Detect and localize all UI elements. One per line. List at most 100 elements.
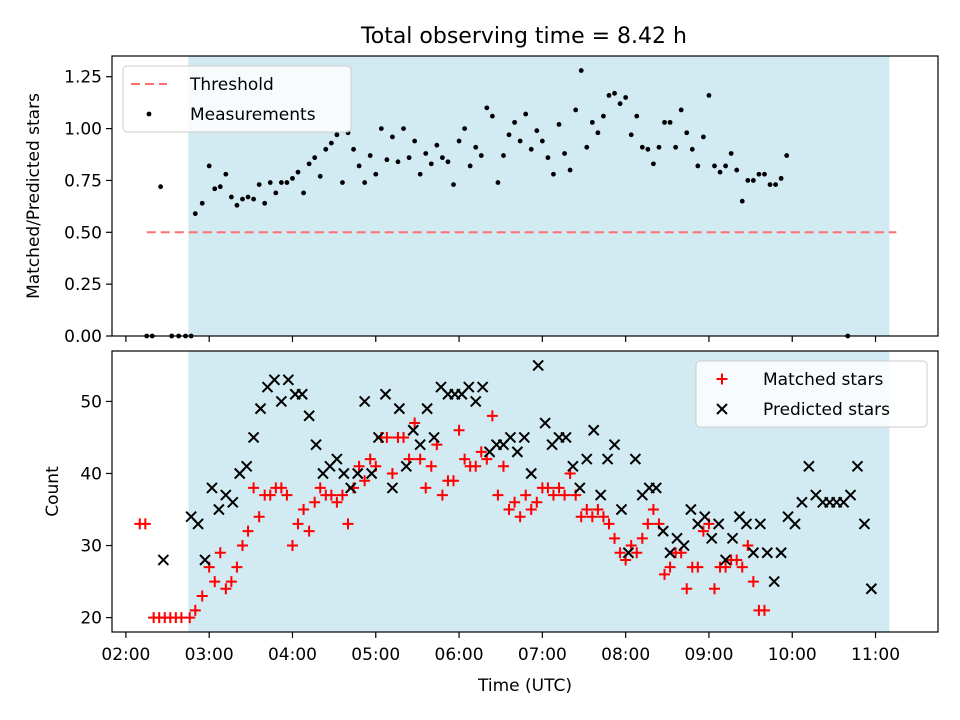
matched-star-point: [586, 511, 598, 523]
matched-star-point: [609, 532, 621, 544]
measurement-point: [667, 119, 673, 125]
figure-title: Total observing time = 8.42 h: [360, 24, 687, 49]
matched-star-point: [314, 482, 326, 494]
measurement-point: [199, 200, 205, 206]
matched-star-point: [414, 453, 426, 465]
measurement-point: [378, 126, 384, 131]
y-axis-label: Matched/Predicted stars: [24, 93, 44, 299]
measurement-point: [534, 128, 540, 134]
predicted-star-point: [789, 518, 801, 530]
y-tick-label: 40: [80, 464, 102, 484]
y-tick-label: 0.00: [64, 327, 102, 347]
measurement-point: [750, 178, 756, 183]
legend-label: Matched stars: [763, 370, 883, 390]
matched-star-point: [359, 475, 371, 487]
measurement-point: [578, 68, 584, 73]
measurement-point: [778, 175, 784, 181]
measurement-point: [158, 184, 163, 190]
measurement-point: [306, 161, 312, 167]
matched-star-point: [531, 496, 543, 508]
x-tick-label: 02:00: [101, 645, 150, 665]
measurement-point: [267, 180, 273, 185]
measurement-point: [584, 144, 590, 150]
matched-star-point: [525, 504, 537, 516]
predicted-star-point: [747, 547, 760, 559]
measurement-point: [434, 142, 440, 148]
predicted-star-point: [303, 410, 315, 422]
measurement-point: [551, 171, 556, 177]
measurement-point: [362, 180, 368, 185]
predicted-star-point: [199, 554, 211, 566]
y-tick-label: 30: [80, 537, 102, 557]
measurement-point: [451, 182, 456, 187]
measurement-point: [562, 151, 567, 156]
legend-matched-icon: [716, 373, 728, 385]
matched-star-point: [559, 489, 571, 501]
matched-star-point: [603, 518, 615, 530]
predicted-star-point: [338, 467, 350, 480]
matched-star-point: [220, 583, 232, 595]
measurement-point: [700, 134, 706, 140]
measurement-point: [489, 113, 495, 119]
predicted-star-point: [844, 489, 857, 501]
measurement-point: [573, 107, 579, 113]
matched-star-point: [325, 489, 337, 501]
matched-star-point: [453, 424, 465, 436]
measurement-point: [589, 119, 595, 125]
predicted-star-point: [594, 489, 607, 501]
measurement-point: [762, 171, 767, 177]
matched-star-point: [697, 525, 709, 537]
predicted-star-point: [407, 424, 419, 436]
legend-label: Measurements: [190, 105, 316, 125]
predicted-star-point: [393, 402, 406, 415]
y-tick-label: 0.75: [64, 171, 102, 191]
predicted-star-point: [664, 547, 676, 559]
y-tick-label: 0.50: [64, 223, 102, 243]
predicted-star-point: [331, 453, 343, 465]
measurement-point: [628, 132, 634, 138]
matched-star-point: [581, 504, 593, 516]
matched-star-point: [692, 561, 704, 573]
predicted-star-point: [803, 460, 815, 472]
predicted-star-point: [768, 575, 780, 588]
matched-star-point: [758, 604, 770, 616]
predicted-star-point: [712, 518, 725, 530]
measurement-point: [473, 144, 479, 150]
measurement-point: [528, 146, 534, 152]
measurement-point: [417, 171, 423, 177]
legend-label: Predicted stars: [763, 400, 890, 420]
matched-star-point: [475, 446, 487, 458]
predicted-star-point: [865, 583, 878, 595]
predicted-star-point: [352, 467, 364, 480]
matched-star-point: [425, 460, 437, 472]
matched-star-point: [292, 518, 304, 530]
predicted-star-point: [581, 453, 593, 465]
predicted-star-point: [539, 417, 551, 429]
measurement-point: [312, 155, 318, 161]
measurement-point: [706, 93, 712, 98]
measurement-point: [617, 101, 623, 107]
matched-star-point: [459, 453, 471, 465]
matched-star-point: [631, 547, 643, 559]
measurement-point: [673, 144, 679, 150]
predicted-star-point: [421, 402, 433, 415]
measurement-point: [495, 180, 501, 185]
matched-star-point: [720, 561, 732, 573]
axes-frame: [111, 350, 939, 633]
measurement-point: [212, 186, 218, 192]
measurement-point: [206, 163, 212, 169]
x-tick-label: 03:00: [185, 645, 234, 665]
measurement-point: [234, 202, 240, 208]
measurement-point: [256, 182, 262, 187]
predicted-star-point: [470, 395, 482, 408]
measurement-point: [567, 167, 573, 173]
matched-star-point: [636, 532, 648, 544]
predicted-star-point: [213, 503, 225, 516]
matched-star-point: [514, 511, 526, 523]
matched-star-point: [470, 460, 482, 472]
measurement-point: [251, 196, 256, 202]
measurement-point: [323, 146, 329, 152]
predicted-star-point: [358, 395, 371, 408]
predicted-star-point: [657, 525, 669, 537]
measurement-point: [651, 161, 656, 167]
